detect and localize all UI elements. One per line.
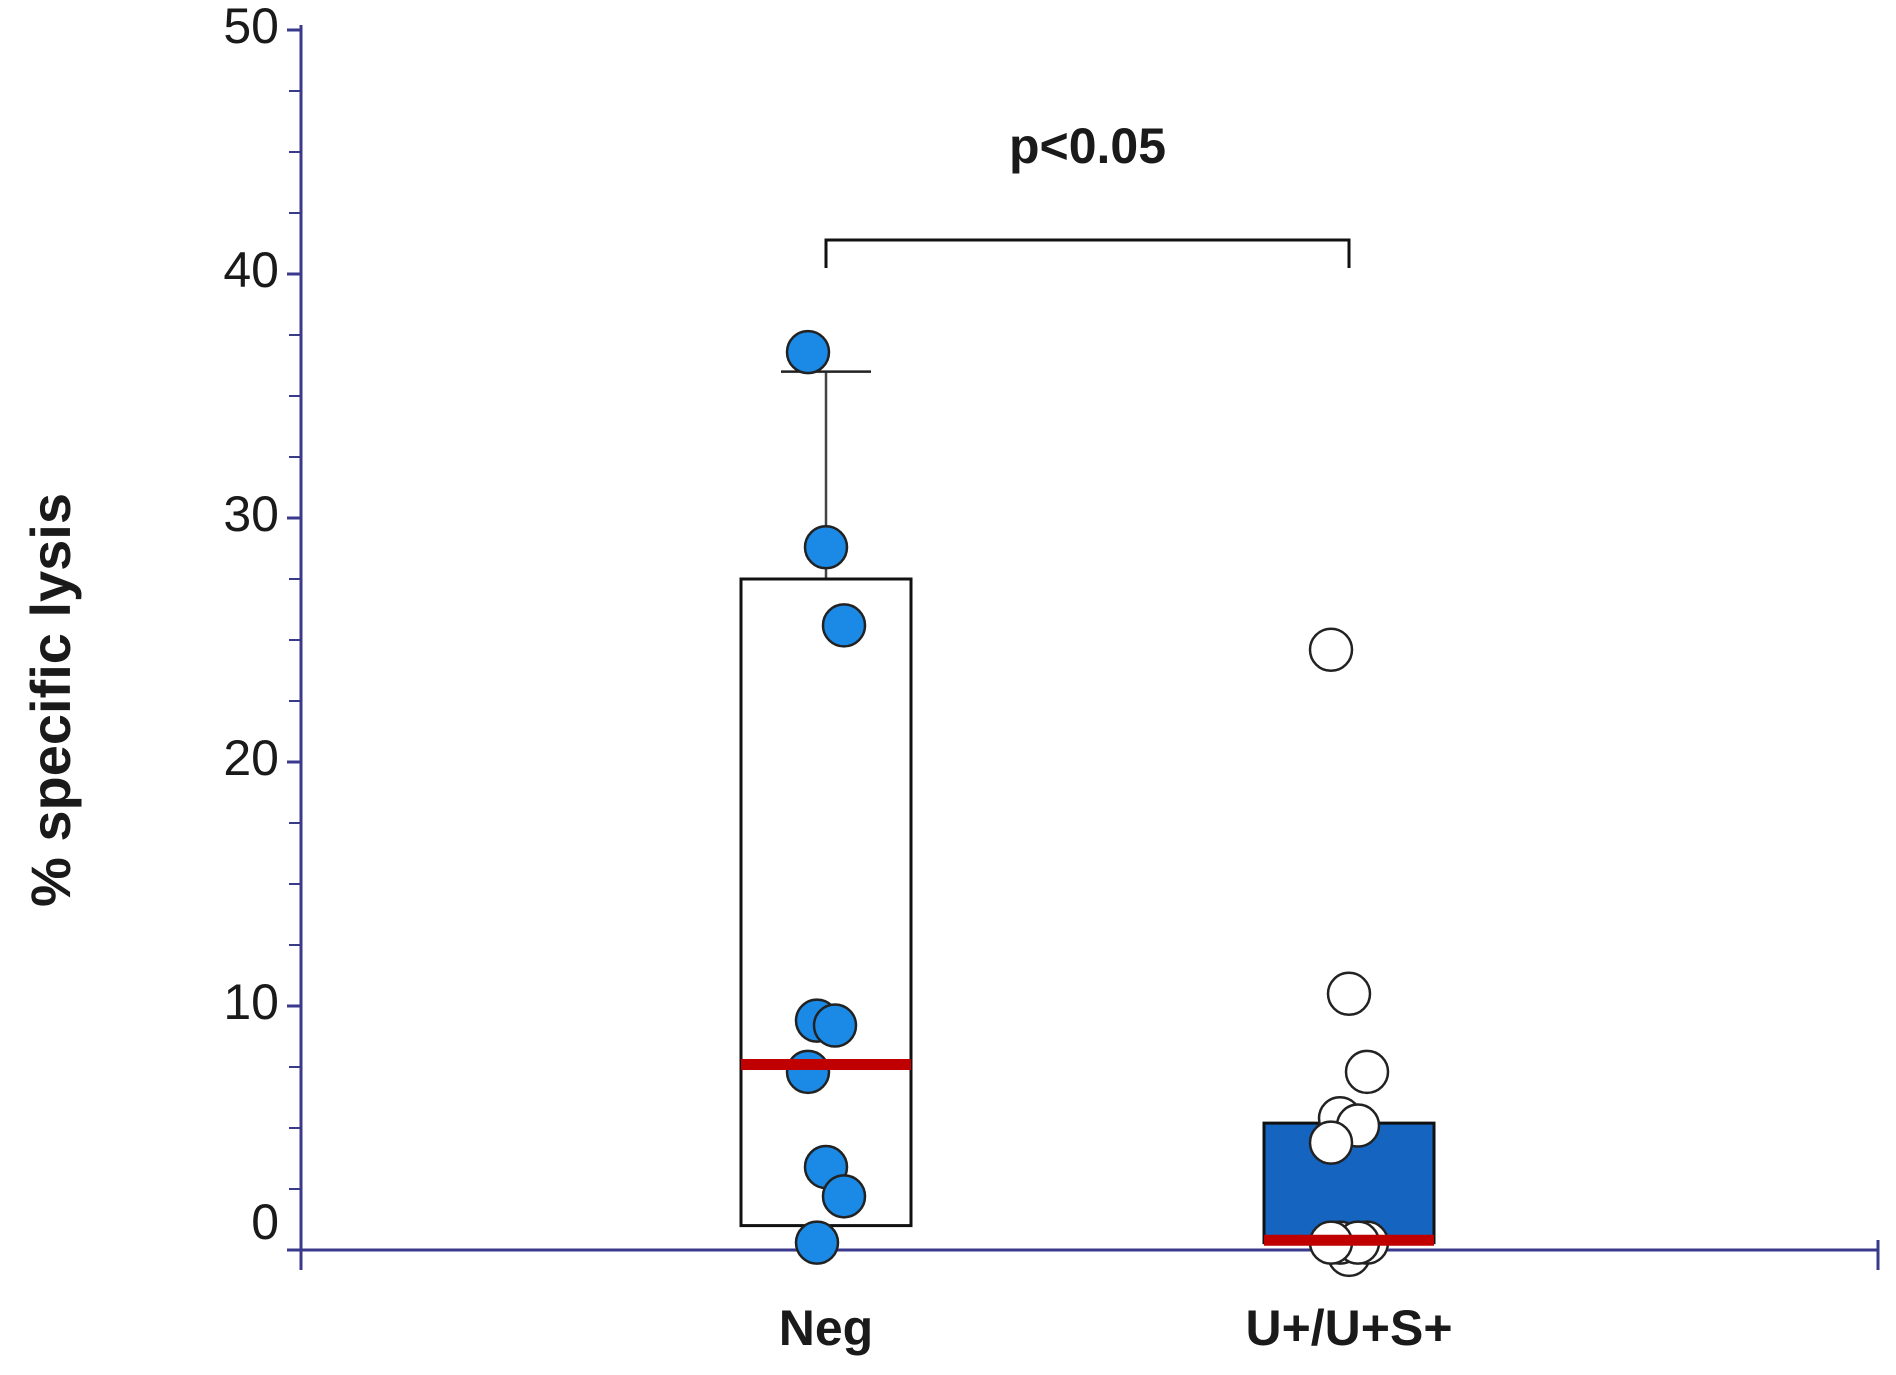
y-tick-label: 10 [223, 974, 279, 1030]
significance-bracket [824, 238, 1351, 268]
data-point [803, 525, 849, 570]
data-point [785, 1049, 831, 1095]
y-tick-label: 30 [223, 486, 279, 542]
box [739, 577, 913, 1228]
data-point [785, 329, 831, 375]
y-tick-label: 0 [251, 1194, 279, 1250]
data-point [821, 603, 867, 648]
data-point [1326, 971, 1372, 1017]
y-axis-label: % specific lysis [19, 493, 82, 907]
x-tick-label: Neg [779, 1300, 873, 1356]
y-tick-label: 50 [223, 0, 279, 54]
y-tick-label: 40 [223, 242, 279, 298]
x-tick-label: U+/U+S+ [1245, 1300, 1452, 1356]
annotation: p<0.05 [1009, 118, 1166, 174]
data-point [821, 1174, 867, 1219]
data-point [794, 1220, 840, 1265]
data-point [812, 1003, 858, 1048]
data-point [1308, 627, 1354, 673]
data-point [1308, 1120, 1354, 1165]
data-point [1344, 1049, 1390, 1095]
y-tick-label: 20 [223, 730, 279, 786]
